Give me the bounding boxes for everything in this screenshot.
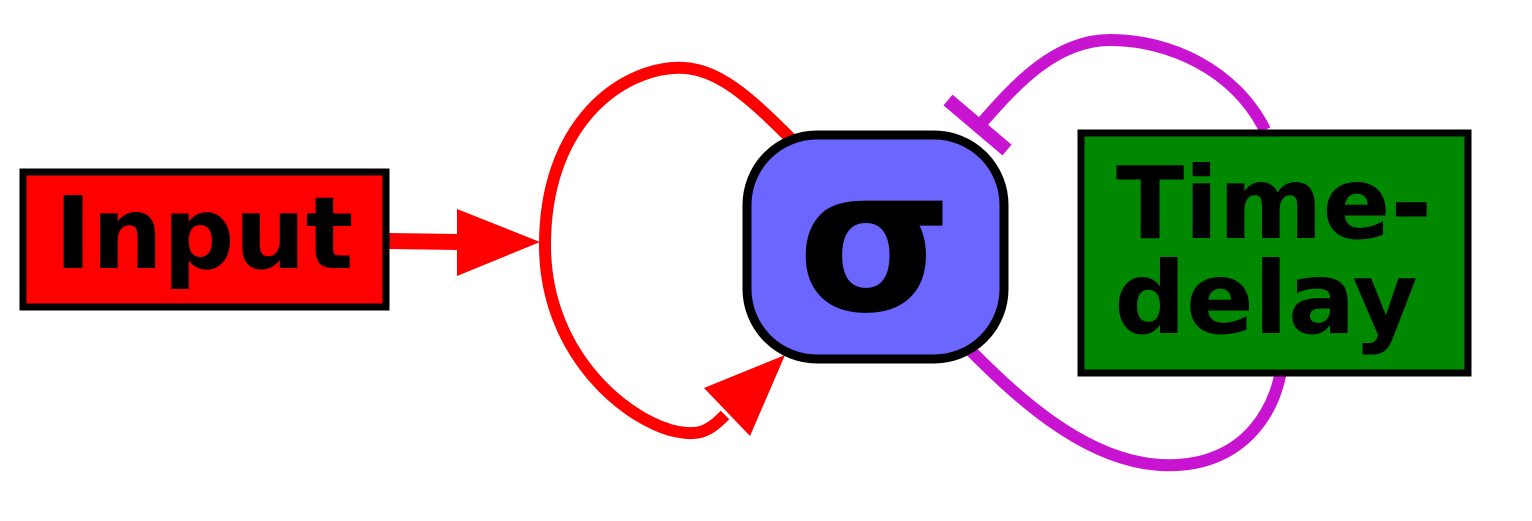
edge-input-arrowhead (457, 209, 540, 276)
node-sigma-box (742, 130, 1009, 364)
node-sigma: σ (742, 125, 1009, 364)
edge-inhibition-bar (943, 94, 1012, 156)
edge-inhibition-line (975, 33, 1271, 133)
node-time-delay-label-line2: delay (1114, 240, 1417, 357)
edge-input-to-junction (387, 209, 540, 276)
node-input: Input (19, 168, 390, 311)
edge-activation-loop-line (538, 61, 797, 440)
edge-activation-loop (538, 61, 797, 440)
node-input-label: Input (55, 175, 354, 292)
node-time-delay-label-line1: Time- (1116, 145, 1432, 262)
node-time-delay: Time- delay (1077, 129, 1472, 377)
edge-delay-return-line (960, 340, 1288, 472)
node-sigma-label: σ (797, 125, 953, 358)
node-input-box (19, 168, 390, 311)
edge-input-line (387, 233, 461, 250)
edge-activation-loop-arrowhead (704, 355, 785, 436)
node-time-delay-box (1077, 129, 1472, 377)
edge-inhibition-loop (943, 33, 1288, 472)
